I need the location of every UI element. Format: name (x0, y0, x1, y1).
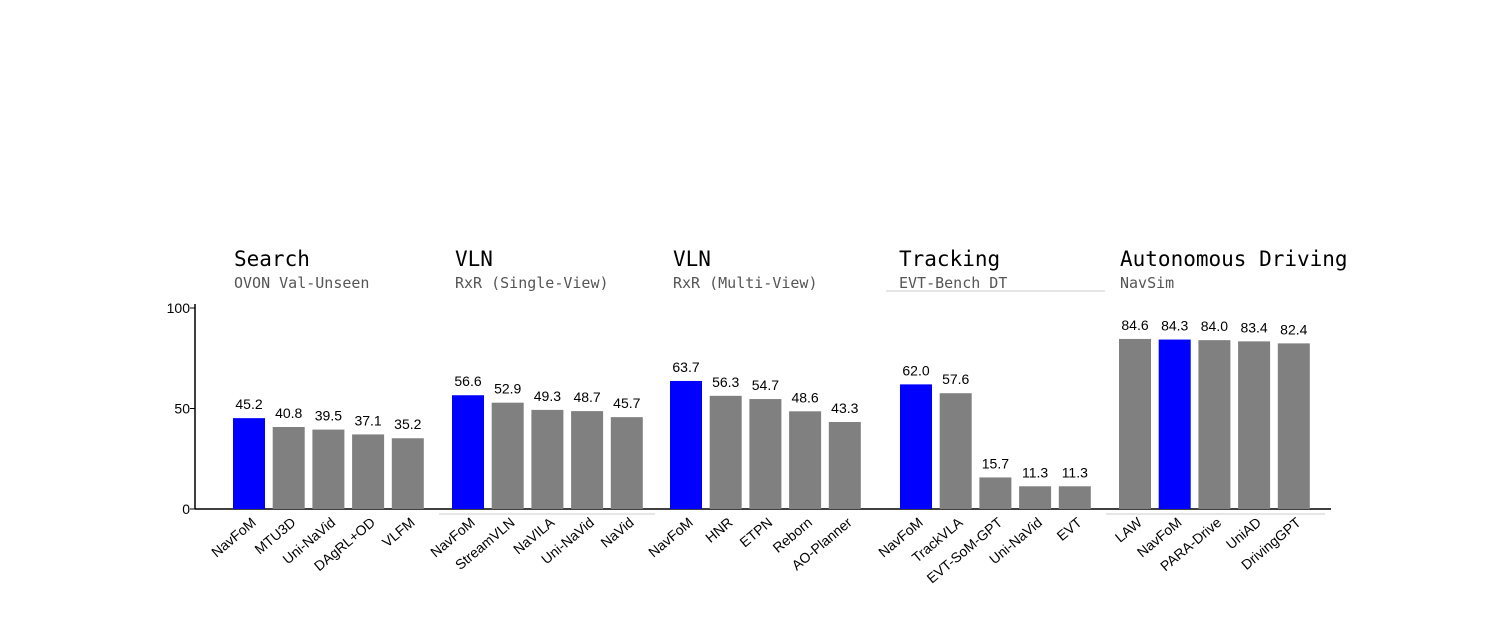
value-label: 52.9 (494, 381, 521, 397)
bar (939, 393, 972, 509)
category-label: HNR (702, 514, 736, 546)
bar (749, 399, 782, 509)
category-label: NaVid (597, 514, 636, 551)
value-label: 56.3 (712, 374, 739, 390)
bars (233, 338, 1310, 509)
value-label: 40.8 (275, 405, 302, 421)
y-tick-label: 0 (182, 501, 190, 517)
group-subtitle: EVT-Bench DT (899, 274, 1007, 292)
bar (900, 384, 932, 509)
bar (709, 395, 742, 509)
value-label: 84.3 (1161, 318, 1188, 334)
bar (610, 417, 643, 509)
value-label: 11.3 (1062, 464, 1088, 480)
value-label: 43.3 (831, 400, 858, 416)
value-labels: 45.2 40.8 39.5 37.1 35.2 56.6 52.9 49.3 48.7 45.7… (235, 317, 1307, 480)
value-label: 84.6 (1121, 317, 1148, 333)
value-label: 45.2 (235, 396, 262, 412)
category-label: NavFoM (645, 514, 696, 560)
value-label: 48.7 (573, 389, 600, 405)
group-title: Search (234, 247, 310, 271)
value-label: 62.0 (902, 362, 929, 378)
group-subtitle: OVON Val-Unseen (234, 274, 369, 292)
value-label: 37.1 (354, 412, 381, 428)
bar (352, 434, 385, 509)
value-label: 57.6 (942, 371, 969, 387)
value-label: 11.3 (1022, 464, 1048, 480)
value-label: 48.6 (791, 389, 818, 405)
bar (1158, 339, 1191, 509)
bar (828, 421, 861, 509)
value-label: 83.4 (1240, 319, 1267, 335)
bar (1058, 486, 1091, 509)
group-title: Autonomous Driving (1120, 247, 1348, 271)
value-label: 56.6 (454, 373, 481, 389)
value-label: 54.7 (752, 377, 779, 393)
y-tick-label: 100 (167, 300, 191, 316)
bar (1238, 341, 1271, 509)
bar (531, 409, 564, 509)
bar (1277, 343, 1310, 509)
bar (233, 418, 265, 509)
bar (452, 395, 484, 509)
bar (789, 411, 822, 509)
group-title: VLN (673, 247, 711, 271)
value-label: 49.3 (534, 388, 561, 404)
bar (1019, 486, 1052, 509)
bar (979, 477, 1012, 509)
bar (1119, 338, 1151, 509)
bar (272, 426, 305, 509)
category-label: LAW (1112, 514, 1146, 546)
group-subtitle: RxR (Single-View) (455, 274, 609, 292)
group-title: Tracking (899, 247, 1000, 271)
bar (571, 411, 604, 509)
bar (491, 402, 524, 509)
bar (1198, 340, 1231, 509)
y-tick-label: 50 (174, 401, 190, 417)
group-title: VLN (455, 247, 493, 271)
bar (391, 438, 424, 509)
value-label: 39.5 (315, 408, 342, 424)
value-label: 63.7 (672, 359, 699, 375)
value-label: 45.7 (613, 395, 640, 411)
value-label: 84.0 (1201, 318, 1228, 334)
group-subtitle: NavSim (1120, 274, 1174, 292)
category-label: NavFoM (208, 514, 259, 560)
bar (312, 429, 345, 509)
category-label: EVT (1054, 514, 1085, 544)
group-subtitle: RxR (Multi-View) (673, 274, 818, 292)
bar (670, 380, 702, 509)
value-label: 35.2 (394, 416, 421, 432)
category-label: VLFM (379, 514, 418, 550)
value-label: 82.4 (1280, 321, 1307, 337)
group-titles: Search OVON Val-Unseen VLN RxR (Single-View… (234, 247, 1348, 292)
value-label: 15.7 (982, 455, 1009, 471)
